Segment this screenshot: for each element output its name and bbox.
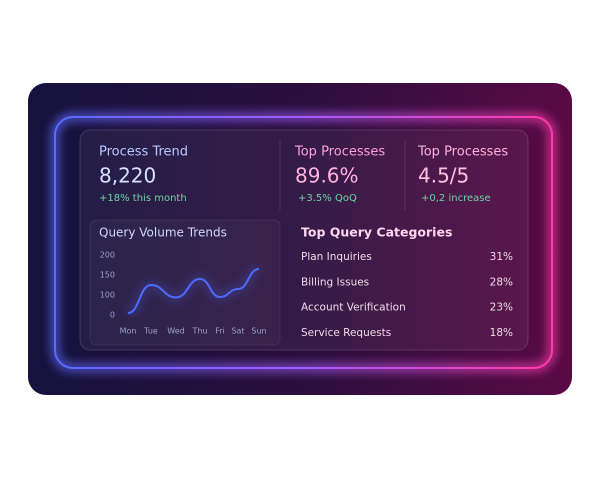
x-tick-label: Tue [143,327,158,336]
y-tick-label: 200 [100,251,115,260]
chart-title: Query Volume Trends [99,226,227,240]
row-label: Account Verification [301,302,406,314]
stat-change: +3.5% QoQ [298,193,357,204]
row-value: 28% [490,276,513,288]
row-label: Service Requests [301,327,391,339]
stat-change: +18% this month [99,193,187,204]
x-tick-label: Thu [191,327,207,336]
chart-panel [89,219,281,346]
stat-change: +0,2 increase [421,193,491,204]
line [127,268,260,314]
x-tick-label: Wed [167,327,184,336]
stat-title: Top Processes [417,145,508,160]
x-tick-label: Sat [231,327,244,336]
row-label: Plan Inquiries [301,251,372,263]
x-tick-label: Mon [120,327,137,336]
background-card [28,83,572,395]
stat-value: 8,220 [99,164,156,188]
glow-border [54,116,553,369]
stat-value: 4.5/5 [418,164,469,188]
table-title: Top Query Categories [301,225,452,240]
y-tick-label: 150 [100,271,115,280]
stat-title: Process Trend [99,145,188,160]
x-tick-label: Fri [215,327,225,336]
row-label: Billing Issues [301,276,369,288]
row-value: 23% [490,302,513,314]
stat-value: 89.6% [295,164,359,188]
row-value: 18% [490,327,513,339]
row-value: 31% [490,251,513,263]
x-tick-label: Sun [251,327,266,336]
panel [79,129,529,351]
stat-title: Top Processes [294,145,385,160]
y-tick-label: 0 [110,311,115,320]
y-tick-label: 100 [100,291,115,300]
